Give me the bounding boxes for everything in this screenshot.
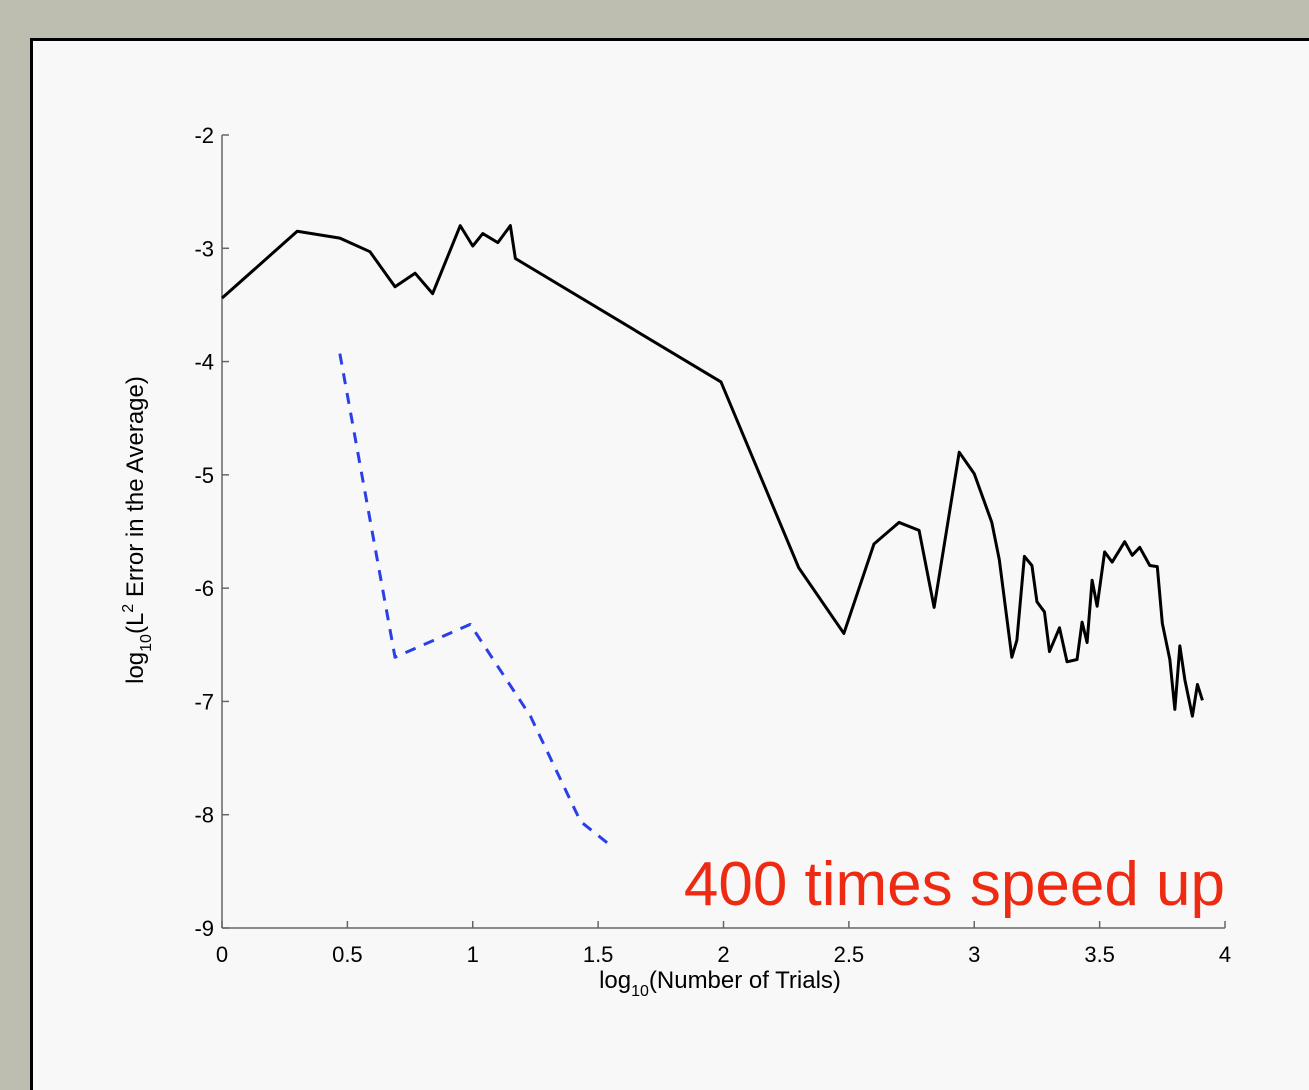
y-tick-label: -9: [194, 916, 214, 941]
panel: [30, 38, 1309, 1090]
x-axis-label: log10(Number of Trials): [599, 967, 841, 1000]
annotation: 400 times speed up: [684, 850, 1225, 919]
x-tick-label: 3: [968, 942, 980, 967]
data-line: [338, 353, 615, 849]
x-tick-label: 1: [467, 942, 479, 967]
y-label-sup: 2: [120, 604, 137, 613]
y-tick-label: -2: [194, 123, 214, 148]
x-label-part: (Number of Trials): [649, 967, 841, 994]
y-tick-label: -5: [194, 463, 214, 488]
x-tick-label: 2: [717, 942, 729, 967]
y-label-part: Error in the Average): [122, 376, 149, 604]
x-tick-label: 1.5: [583, 942, 614, 967]
x-tick-label: 0.5: [332, 942, 363, 967]
x-tick-label: 3.5: [1084, 942, 1115, 967]
x-label-part: log: [599, 967, 631, 994]
y-tick-label: -6: [194, 576, 214, 601]
y-axis-label: log10(L2 Error in the Average): [120, 376, 155, 684]
x-tick-label: 0: [216, 942, 228, 967]
x-tick-label: 4: [1219, 942, 1231, 967]
y-tick-label: -7: [194, 689, 214, 714]
y-tick-label: -8: [194, 803, 214, 828]
y-label-part: (L: [122, 613, 149, 634]
y-label-part: log: [122, 652, 149, 684]
y-label-sub: 10: [138, 634, 155, 652]
y-tick-label: -4: [194, 350, 214, 375]
x-tick-label: 2.5: [834, 942, 865, 967]
plot: -2 -3 -4 -5 -6 -7 -8 -90 0.5 1 1.5 2 2.5 3 3.5 4: [194, 123, 1231, 967]
y-tick-label: -3: [194, 236, 214, 261]
data-line: [221, 224, 1204, 718]
x-label-sub: 10: [631, 983, 649, 1000]
